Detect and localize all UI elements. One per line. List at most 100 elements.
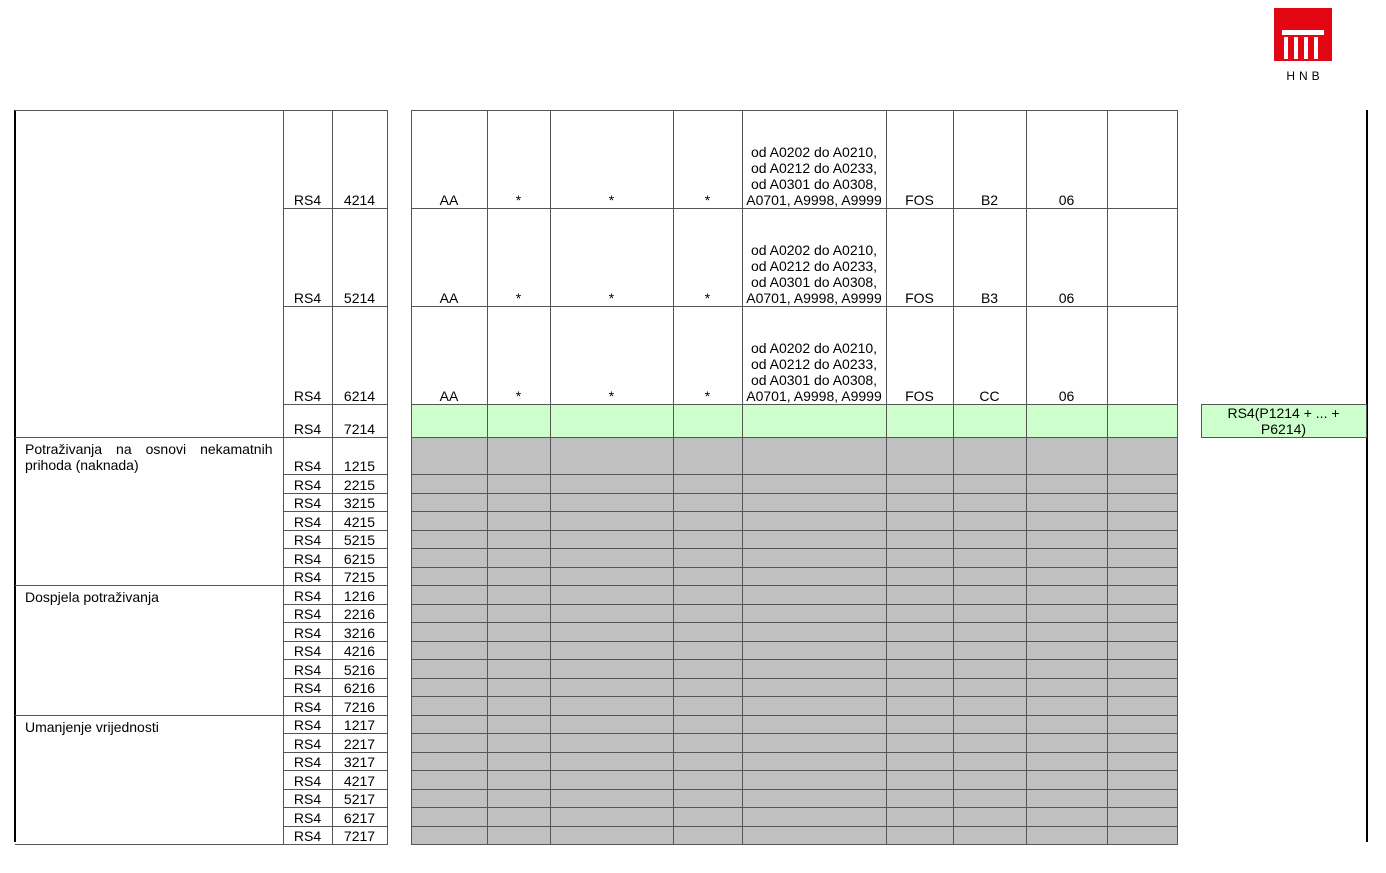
data-cell bbox=[1025, 788, 1108, 808]
data-cell bbox=[410, 548, 488, 568]
data-cell bbox=[549, 751, 674, 771]
data-cell bbox=[672, 474, 743, 494]
table-row: Potraživanja na osnovi nekamatnih prihod… bbox=[15, 437, 1366, 586]
position-code: 3217 bbox=[331, 751, 388, 771]
data-cell bbox=[672, 585, 743, 605]
data-cell bbox=[952, 474, 1027, 494]
report-code: RS4 bbox=[282, 548, 333, 568]
data-cell bbox=[1106, 788, 1178, 808]
data-cell: AA bbox=[410, 306, 488, 405]
data-cell bbox=[885, 474, 954, 494]
spacer bbox=[1177, 789, 1201, 808]
report-code: RS4 bbox=[282, 437, 333, 475]
data-cell bbox=[741, 807, 887, 827]
table-row: RS4 2217 bbox=[15, 733, 1366, 753]
position-code: 1215 bbox=[331, 437, 388, 475]
data-cell bbox=[486, 548, 551, 568]
spacer bbox=[1177, 808, 1201, 827]
table-row: RS4 4216 bbox=[15, 640, 1366, 660]
data-cell bbox=[885, 659, 954, 679]
data-cell bbox=[885, 603, 954, 623]
data-cell bbox=[410, 603, 488, 623]
report-table: RS4 4214 AA * * * od A0202 do A0210, od A0212 … bbox=[15, 110, 1367, 845]
data-cell bbox=[1106, 548, 1178, 568]
data-cell bbox=[1025, 511, 1108, 531]
data-cell bbox=[1106, 603, 1178, 623]
data-cell bbox=[952, 529, 1027, 549]
data-cell bbox=[549, 696, 674, 716]
data-cell bbox=[1025, 404, 1108, 438]
data-cell bbox=[549, 788, 674, 808]
spacer bbox=[387, 512, 411, 531]
data-cell bbox=[410, 492, 488, 512]
position-code: 5216 bbox=[331, 659, 388, 679]
formula-cell: RS4(P1214 + ... + P6214) bbox=[1200, 404, 1367, 438]
report-code: RS4 bbox=[282, 714, 333, 734]
data-cell bbox=[672, 404, 743, 438]
data-cell bbox=[1025, 603, 1108, 623]
report-code: RS4 bbox=[282, 603, 333, 623]
position-code: 2216 bbox=[331, 603, 388, 623]
data-cell bbox=[1106, 640, 1178, 660]
data-cell bbox=[1106, 585, 1178, 605]
spacer bbox=[387, 405, 411, 438]
spacer bbox=[1177, 475, 1201, 494]
table-row: RS4 4214 AA * * * od A0202 do A0210, od A0212 … bbox=[15, 110, 1366, 438]
data-cell bbox=[952, 404, 1027, 438]
table-row: RS4 7215 bbox=[15, 566, 1366, 586]
report-code: RS4 bbox=[282, 770, 333, 790]
blank-cell bbox=[1201, 715, 1366, 734]
data-cell bbox=[1106, 622, 1178, 642]
data-cell bbox=[410, 770, 488, 790]
data-cell bbox=[486, 603, 551, 623]
data-cell: * bbox=[486, 110, 551, 209]
data-cell bbox=[549, 807, 674, 827]
data-cell bbox=[1025, 714, 1108, 734]
report-code: RS4 bbox=[282, 110, 333, 209]
spacer bbox=[387, 715, 411, 734]
data-cell bbox=[1025, 566, 1108, 586]
data-cell bbox=[410, 404, 488, 438]
data-cell bbox=[549, 603, 674, 623]
data-cell: * bbox=[672, 306, 743, 405]
position-code: 7216 bbox=[331, 696, 388, 716]
blank-cell bbox=[1201, 771, 1366, 790]
data-cell bbox=[486, 770, 551, 790]
data-cell bbox=[410, 788, 488, 808]
data-cell bbox=[549, 474, 674, 494]
data-cell: 06 bbox=[1025, 306, 1108, 405]
table-row: RS4 3217 bbox=[15, 751, 1366, 771]
data-cell bbox=[1106, 437, 1178, 475]
data-cell: FOS bbox=[885, 306, 954, 405]
report-code: RS4 bbox=[282, 640, 333, 660]
data-cell bbox=[672, 770, 743, 790]
blank-cell bbox=[1201, 678, 1366, 697]
data-cell bbox=[952, 511, 1027, 531]
blank-cell bbox=[1201, 307, 1366, 405]
spacer bbox=[1177, 586, 1201, 605]
data-cell bbox=[952, 548, 1027, 568]
data-cell bbox=[885, 622, 954, 642]
position-code: 4214 bbox=[331, 110, 388, 209]
table-row: RS4 3215 bbox=[15, 492, 1366, 512]
spacer bbox=[387, 438, 411, 475]
data-cell bbox=[1025, 770, 1108, 790]
report-code: RS4 bbox=[282, 208, 333, 307]
data-cell bbox=[885, 566, 954, 586]
data-cell bbox=[486, 825, 551, 845]
data-cell bbox=[486, 788, 551, 808]
data-cell bbox=[486, 714, 551, 734]
position-code: 4216 bbox=[331, 640, 388, 660]
table-row: Umanjenje vrijednosti RS4 1217 bbox=[15, 714, 1366, 845]
blank-cell bbox=[1201, 641, 1366, 660]
data-cell bbox=[1106, 825, 1178, 845]
blank-cell bbox=[1201, 697, 1366, 716]
data-cell bbox=[486, 677, 551, 697]
data-cell bbox=[952, 807, 1027, 827]
data-cell bbox=[410, 640, 488, 660]
data-cell bbox=[741, 585, 887, 605]
data-cell bbox=[741, 825, 887, 845]
position-code: 5215 bbox=[331, 529, 388, 549]
spacer bbox=[1177, 111, 1201, 209]
data-cell bbox=[486, 437, 551, 475]
